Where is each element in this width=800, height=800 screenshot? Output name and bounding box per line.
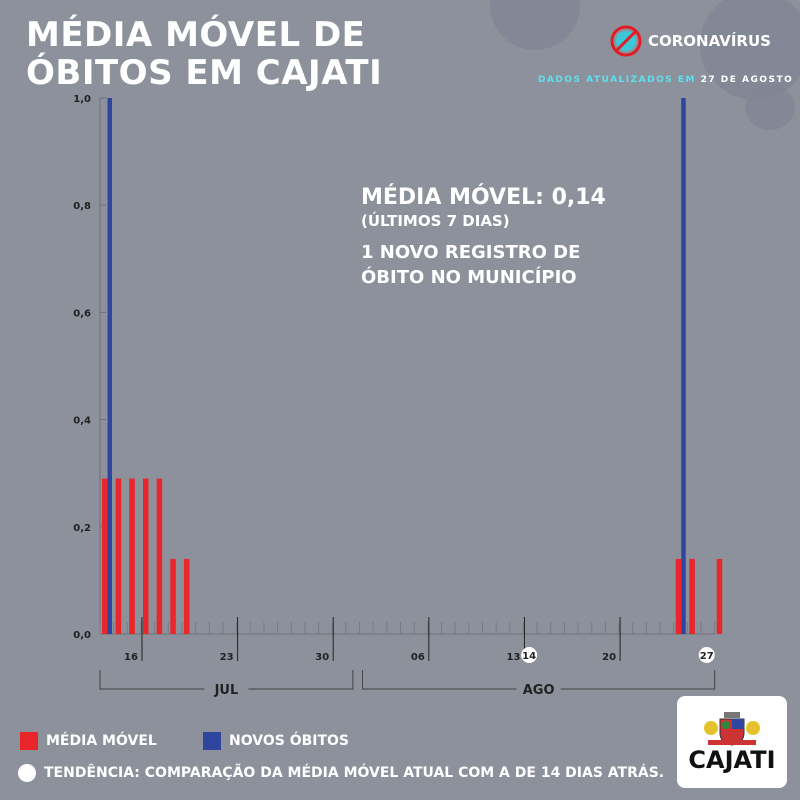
coronavirus-brand: CORONAVÍRUS — [610, 25, 771, 57]
x-tick-label: 30 — [315, 652, 329, 663]
legend-moving-avg: MÉDIA MÓVEL — [20, 732, 157, 750]
y-tick-label: 0,2 — [73, 523, 91, 534]
legend-label: NOVOS ÓBITOS — [229, 733, 350, 749]
moving-avg-bar — [675, 558, 682, 634]
brand-label: CORONAVÍRUS — [648, 32, 771, 50]
cajati-logo: CAJATI — [677, 696, 787, 788]
x-tick-label: 23 — [220, 652, 234, 663]
moving-avg-bar — [115, 478, 122, 634]
updated-prefix: DADOS ATUALIZADOS EM — [538, 75, 696, 85]
x-tick-label: 13 — [507, 652, 521, 663]
highlight-label: 27 — [700, 651, 714, 662]
blue-swatch — [203, 732, 221, 750]
no-virus-icon — [610, 25, 642, 57]
moving-avg-bar — [716, 558, 723, 634]
legend-new-deaths: NOVOS ÓBITOS — [203, 732, 349, 750]
legend-label: MÉDIA MÓVEL — [46, 733, 157, 749]
title-line: MÉDIA MÓVEL DE — [26, 15, 366, 55]
y-tick-label: 0,4 — [73, 416, 91, 427]
month-label: JUL — [214, 683, 239, 698]
y-tick-label: 0,6 — [73, 308, 91, 319]
month-bracket — [362, 670, 716, 690]
stats-box: MÉDIA MÓVEL: 0,14 (ÚLTIMOS 7 DIAS) 1 NOV… — [361, 185, 621, 290]
moving-avg-bar — [183, 558, 190, 634]
y-tick-label: 0,8 — [73, 201, 91, 212]
page-title: MÉDIA MÓVEL DE ÓBITOS EM CAJATI — [26, 16, 382, 92]
new-deaths-bar — [681, 98, 686, 634]
red-swatch — [20, 732, 38, 750]
logo-text: CAJATI — [688, 746, 776, 774]
updated-info: DADOS ATUALIZADOS EM 27 DE AGOSTO — [538, 75, 793, 85]
highlight-label: 14 — [522, 651, 536, 662]
x-tick-label: 06 — [411, 652, 425, 663]
moving-avg-bar — [170, 558, 176, 634]
moving-avg-bar — [129, 478, 135, 634]
highlight-circle — [521, 647, 538, 663]
legend-trend: TENDÊNCIA: COMPARAÇÃO DA MÉDIA MÓVEL ATU… — [18, 764, 664, 782]
virus-decoration — [700, 0, 800, 100]
new-deaths-bar — [107, 98, 112, 634]
y-tick-label: 0,0 — [73, 630, 91, 641]
x-tick-label: 20 — [602, 652, 616, 663]
title-line: ÓBITOS EM CAJATI — [26, 53, 383, 93]
new-records-text: 1 NOVO REGISTRO DE ÓBITO NO MUNICÍPIO — [361, 242, 581, 288]
highlight-circle — [698, 647, 715, 663]
moving-avg-bar — [142, 478, 149, 634]
month-bracket — [99, 670, 354, 690]
x-tick-label: 16 — [124, 652, 138, 663]
updated-date: 27 DE AGOSTO — [700, 75, 794, 85]
moving-avg-bar — [689, 558, 695, 634]
moving-avg-bar — [102, 478, 108, 634]
coat-of-arms-icon — [704, 712, 760, 746]
period-label: (ÚLTIMOS 7 DIAS) — [361, 212, 510, 230]
y-tick-label: 1,0 — [73, 94, 91, 105]
month-label: AGO — [523, 683, 555, 698]
moving-avg-bar — [156, 478, 163, 634]
moving-avg-value: MÉDIA MÓVEL: 0,14 — [361, 185, 606, 210]
white-circle-icon — [18, 764, 36, 782]
virus-decoration — [745, 85, 795, 130]
legend-label: TENDÊNCIA: COMPARAÇÃO DA MÉDIA MÓVEL ATU… — [44, 765, 665, 781]
